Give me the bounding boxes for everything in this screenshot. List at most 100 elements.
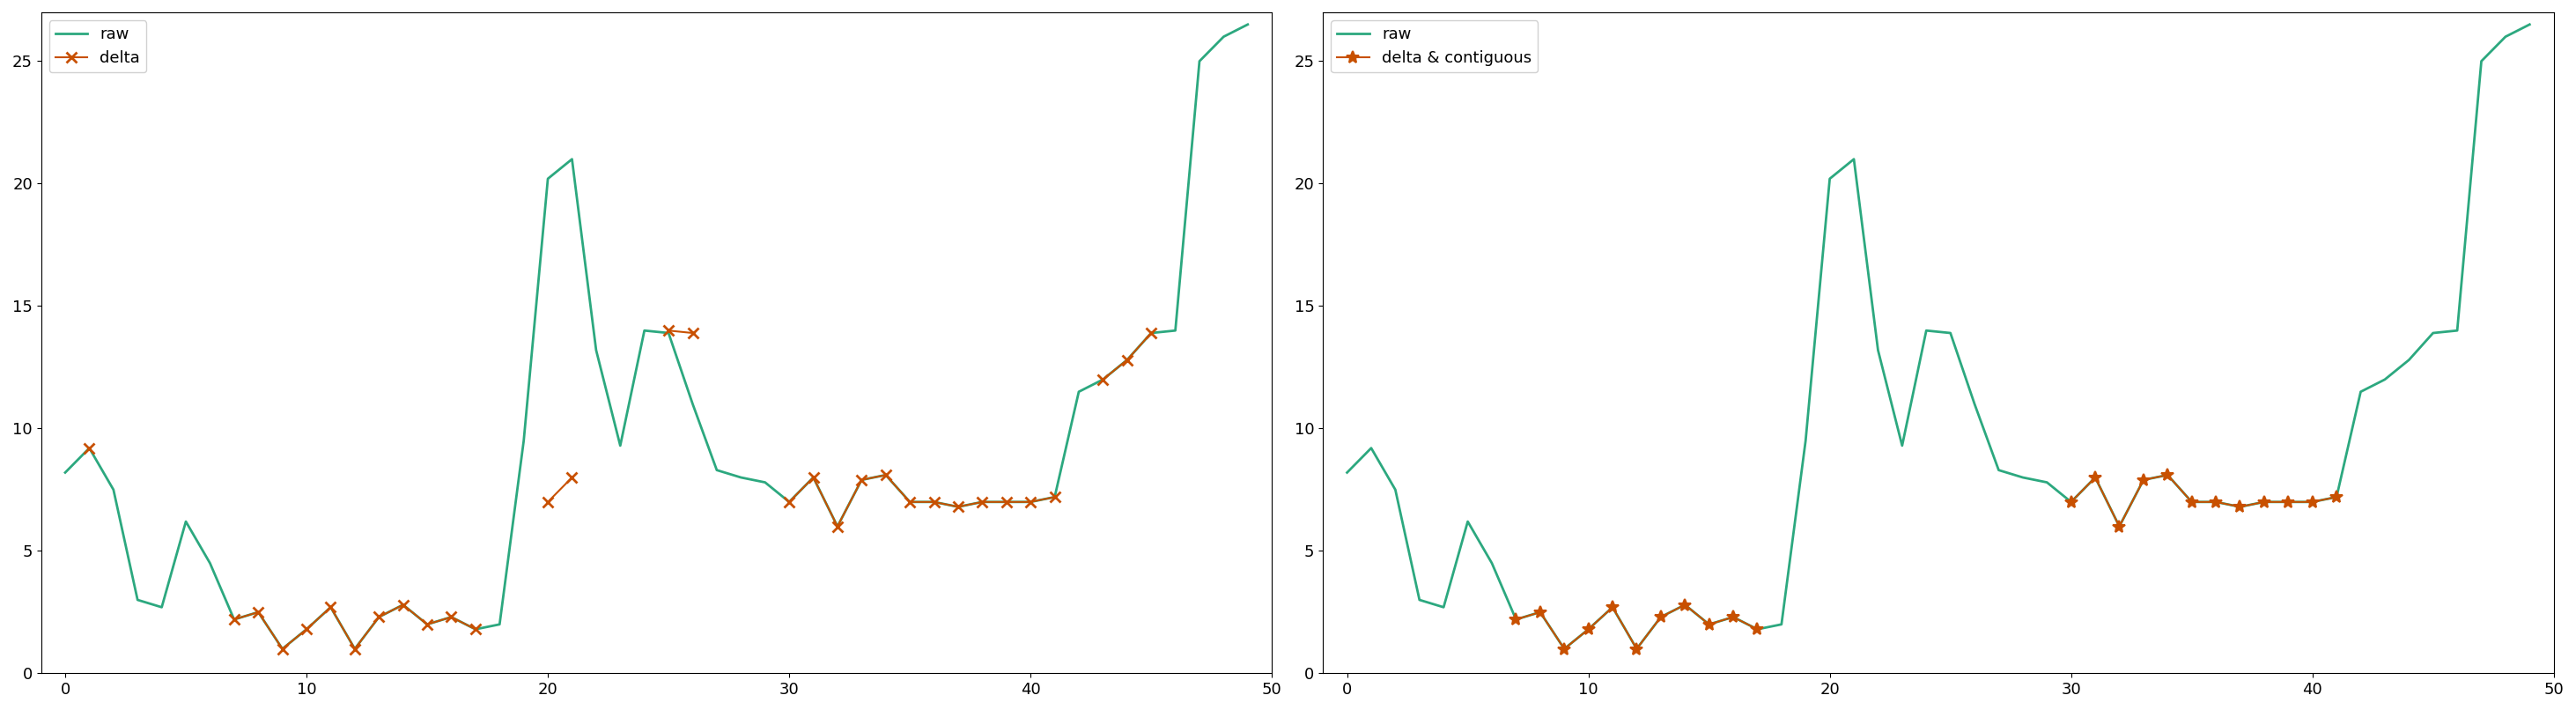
raw	[147, 603, 178, 611]
raw	[1185, 57, 1216, 65]
raw	[2177, 498, 2208, 506]
raw	[291, 625, 322, 633]
Legend: raw, delta: raw, delta	[49, 20, 147, 72]
raw	[75, 444, 106, 452]
raw	[2079, 473, 2110, 481]
raw	[894, 498, 925, 506]
raw	[2514, 20, 2545, 28]
raw	[1984, 466, 2014, 474]
raw	[1620, 645, 1651, 653]
raw	[822, 522, 853, 530]
raw	[363, 613, 394, 621]
raw	[1574, 625, 1605, 633]
raw	[605, 442, 636, 450]
raw	[1790, 437, 1821, 445]
raw	[1355, 444, 1386, 452]
raw	[2056, 498, 2087, 506]
raw	[1159, 327, 1190, 335]
raw	[314, 603, 345, 611]
raw	[1767, 620, 1798, 628]
delta & contiguous	[1620, 645, 1651, 653]
raw	[484, 620, 515, 628]
raw	[1886, 442, 1917, 450]
raw	[2419, 329, 2450, 337]
raw	[49, 469, 80, 477]
raw	[1136, 329, 1167, 337]
Line: delta & contiguous: delta & contiguous	[1510, 599, 1765, 655]
raw	[1064, 388, 1095, 396]
raw	[654, 329, 685, 337]
raw	[435, 613, 466, 621]
raw	[2200, 498, 2231, 506]
raw	[1525, 608, 1556, 616]
raw	[1718, 613, 1749, 621]
delta & contiguous	[1646, 613, 1677, 621]
delta & contiguous	[1669, 601, 1700, 609]
raw	[1814, 175, 1844, 183]
raw	[580, 346, 611, 354]
raw	[726, 473, 757, 481]
raw	[461, 625, 492, 633]
raw	[2298, 498, 2329, 506]
raw	[98, 486, 129, 494]
raw	[2442, 327, 2473, 335]
raw	[556, 155, 587, 163]
raw	[1453, 518, 1484, 526]
raw	[1960, 400, 1991, 408]
raw	[1015, 498, 1046, 506]
delta & contiguous	[1692, 620, 1723, 628]
raw	[920, 498, 951, 506]
raw	[1597, 603, 1628, 611]
raw	[750, 478, 781, 486]
raw	[1113, 356, 1144, 364]
raw	[629, 327, 659, 335]
raw	[799, 473, 829, 481]
raw	[1741, 625, 1772, 633]
raw	[773, 498, 804, 506]
raw	[2393, 356, 2424, 364]
raw	[966, 498, 997, 506]
raw	[1332, 469, 1363, 477]
delta & contiguous	[1525, 608, 1556, 616]
raw	[340, 645, 371, 653]
raw	[2344, 388, 2375, 396]
delta & contiguous	[1548, 645, 1579, 653]
delta & contiguous	[1597, 603, 1628, 611]
raw	[1935, 329, 1965, 337]
raw	[1669, 601, 1700, 609]
raw	[2272, 498, 2303, 506]
raw	[2032, 478, 2063, 486]
raw	[1839, 155, 1870, 163]
raw	[412, 620, 443, 628]
raw	[845, 476, 876, 484]
raw	[1548, 645, 1579, 653]
raw	[2321, 493, 2352, 501]
raw	[2370, 376, 2401, 384]
raw	[2465, 57, 2496, 65]
raw	[2226, 503, 2257, 511]
raw	[943, 503, 974, 511]
raw	[2249, 498, 2280, 506]
raw	[170, 518, 201, 526]
raw	[1911, 327, 1942, 335]
raw	[507, 437, 538, 445]
raw	[2151, 471, 2182, 479]
raw	[1692, 620, 1723, 628]
raw	[1087, 376, 1118, 384]
delta & contiguous	[1574, 625, 1605, 633]
raw	[992, 498, 1023, 506]
raw	[2007, 473, 2038, 481]
raw	[533, 175, 564, 183]
raw	[1038, 493, 1069, 501]
raw	[386, 601, 417, 609]
raw	[196, 559, 227, 567]
raw	[2491, 33, 2522, 41]
raw	[1427, 603, 1458, 611]
raw	[1404, 596, 1435, 604]
raw	[871, 471, 902, 479]
raw	[1381, 486, 1412, 494]
raw	[2128, 476, 2159, 484]
raw	[1208, 33, 1239, 41]
Line: raw: raw	[64, 24, 1247, 649]
raw	[268, 645, 299, 653]
